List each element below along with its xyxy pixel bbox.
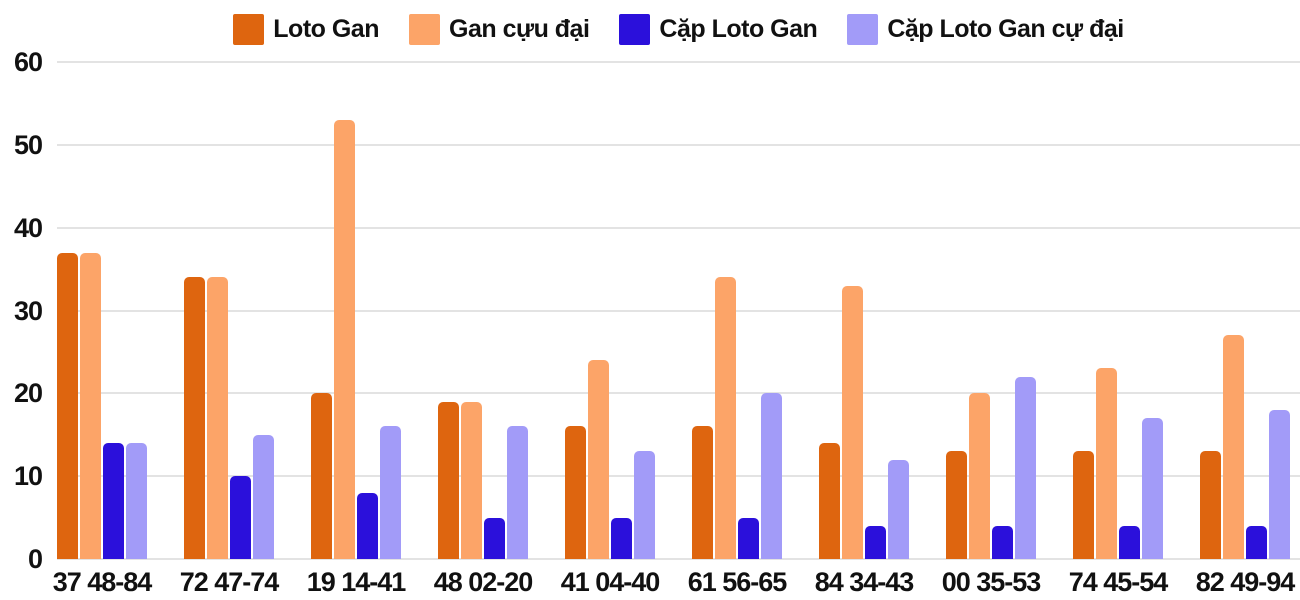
legend-label: Gan cựu đại (449, 14, 590, 43)
bar-series-3-category-10[interactable] (1246, 526, 1267, 559)
x-category-label-2: 72 47-74 (179, 567, 280, 597)
legend-swatch-icon (619, 13, 651, 45)
bar-series-1-category-7[interactable] (819, 443, 840, 559)
gridline-60 (57, 61, 1300, 63)
bar-series-2-category-6[interactable] (715, 277, 736, 559)
bar-series-1-category-10[interactable] (1200, 451, 1221, 559)
bar-group-4 (438, 62, 528, 559)
bar-series-3-category-6[interactable] (738, 518, 759, 559)
gridline-10 (57, 475, 1300, 478)
gridline-0 (57, 558, 1300, 560)
chart-legend: Loto Gan Gan cựu đại Cặp Loto Gan Cặp Loto … (57, 10, 1300, 48)
legend-item-4[interactable]: Cặp Loto Gan cự đại (847, 13, 1124, 45)
gridline-50 (57, 143, 1300, 146)
legend-item-1[interactable]: Loto Gan (233, 13, 379, 45)
bar-series-1-category-2[interactable] (184, 277, 205, 559)
legend-item-3[interactable]: Cặp Loto Gan (619, 13, 818, 45)
y-tick-label-20: 20 (13, 378, 43, 409)
x-category-label-1: 37 48-84 (52, 567, 153, 597)
gridline-20 (57, 392, 1300, 395)
bar-series-3-category-1[interactable] (103, 443, 124, 559)
bar-series-4-category-1[interactable] (126, 443, 147, 559)
bar-series-2-category-9[interactable] (1096, 368, 1117, 559)
x-category-label-7: 84 34-43 (814, 567, 915, 597)
bar-group-7 (819, 62, 909, 559)
bar-series-2-category-3[interactable] (334, 120, 355, 559)
bar-series-1-category-4[interactable] (438, 402, 459, 559)
bar-series-4-category-4[interactable] (507, 426, 528, 559)
x-category-label-8: 00 35-53 (941, 567, 1042, 597)
bar-series-3-category-2[interactable] (230, 476, 251, 559)
legend-label: Cặp Loto Gan (659, 14, 818, 43)
bar-group-5 (565, 62, 655, 559)
legend-label: Cặp Loto Gan cự đại (887, 14, 1124, 43)
x-category-label-5: 41 04-40 (560, 567, 661, 597)
gridline-30 (57, 309, 1300, 312)
bar-series-3-category-8[interactable] (992, 526, 1013, 559)
bar-series-1-category-5[interactable] (565, 426, 586, 559)
legend-swatch-icon (847, 13, 879, 45)
y-tick-label-10: 10 (13, 461, 43, 492)
x-category-label-10: 82 49-94 (1195, 567, 1296, 597)
bar-series-2-category-5[interactable] (588, 360, 609, 559)
bar-series-4-category-5[interactable] (634, 451, 655, 559)
bar-series-4-category-8[interactable] (1015, 377, 1036, 559)
y-tick-label-50: 50 (13, 129, 43, 160)
bar-series-2-category-4[interactable] (461, 402, 482, 559)
bar-series-3-category-7[interactable] (865, 526, 886, 559)
gridline-40 (57, 226, 1300, 229)
y-tick-label-60: 60 (13, 47, 43, 77)
bar-series-1-category-1[interactable] (57, 253, 78, 559)
bar-series-4-category-2[interactable] (253, 435, 274, 559)
bar-group-1 (57, 62, 147, 559)
bar-series-1-category-3[interactable] (311, 393, 332, 559)
y-tick-label-0: 0 (27, 544, 43, 574)
x-category-label-6: 61 56-65 (687, 567, 788, 597)
bar-series-3-category-9[interactable] (1119, 526, 1140, 559)
y-tick-label-40: 40 (13, 212, 43, 243)
bar-series-2-category-10[interactable] (1223, 335, 1244, 559)
bar-series-1-category-8[interactable] (946, 451, 967, 559)
bar-series-1-category-6[interactable] (692, 426, 713, 559)
bar-series-4-category-9[interactable] (1142, 418, 1163, 559)
legend-item-2[interactable]: Gan cựu đại (409, 13, 590, 45)
x-category-label-4: 48 02-20 (433, 567, 534, 597)
bar-series-3-category-5[interactable] (611, 518, 632, 559)
bar-series-4-category-3[interactable] (380, 426, 401, 559)
bar-group-9 (1073, 62, 1163, 559)
legend-label: Loto Gan (273, 14, 379, 43)
legend-swatch-icon (409, 13, 440, 45)
bar-series-2-category-2[interactable] (207, 277, 228, 559)
bar-series-4-category-7[interactable] (888, 460, 909, 559)
bar-group-6 (692, 62, 782, 559)
bar-series-2-category-7[interactable] (842, 286, 863, 559)
bar-group-3 (311, 62, 401, 559)
bar-series-1-category-9[interactable] (1073, 451, 1094, 559)
bar-series-4-category-6[interactable] (761, 393, 782, 559)
y-tick-label-30: 30 (13, 295, 43, 326)
bar-series-3-category-3[interactable] (357, 493, 378, 559)
bar-series-2-category-1[interactable] (80, 253, 101, 559)
legend-swatch-icon (233, 13, 265, 45)
bar-group-10 (1200, 62, 1290, 559)
bar-group-8 (946, 62, 1036, 559)
bar-series-4-category-10[interactable] (1269, 410, 1290, 559)
bar-group-2 (184, 62, 274, 559)
x-category-label-9: 74 45-54 (1068, 567, 1169, 597)
x-category-label-3: 19 14-41 (306, 567, 407, 597)
bar-series-3-category-4[interactable] (484, 518, 505, 559)
bar-series-2-category-8[interactable] (969, 393, 990, 559)
